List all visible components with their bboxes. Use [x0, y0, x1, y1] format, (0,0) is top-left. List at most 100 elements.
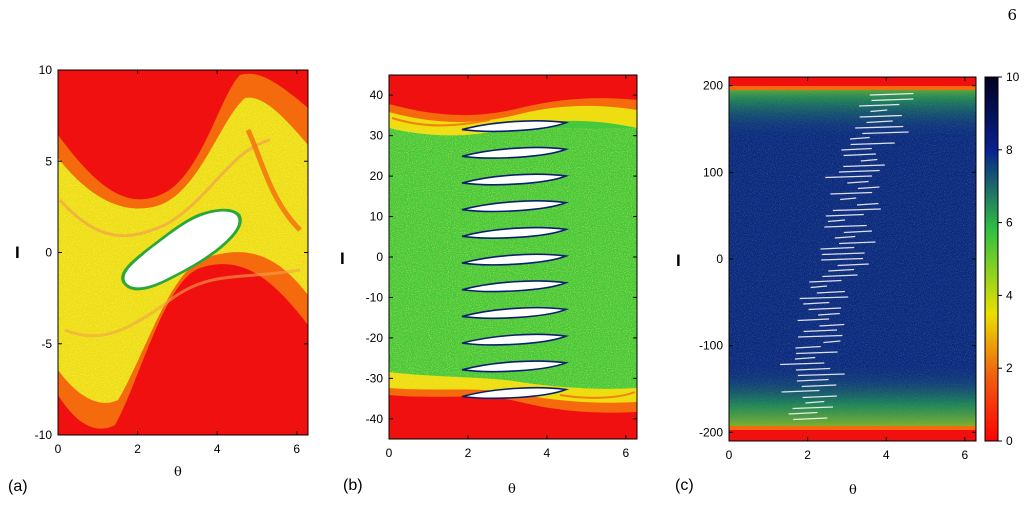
panel-b-ytick-label: -40 — [366, 412, 384, 426]
panel-a-ytick-label: -5 — [41, 337, 52, 351]
panel-c-streak — [816, 290, 845, 294]
panel-c-streak — [818, 312, 840, 316]
panel-b-island — [461, 146, 570, 159]
panel-c-streak — [792, 406, 833, 410]
panel-a-ytick-label: 10 — [39, 63, 53, 77]
panel-b-island — [461, 333, 570, 346]
panel-c-streak — [821, 257, 863, 261]
panel-c: -200 -100 0 100 200 0 2 4 6 I θ (c) 0 2 4 6 8 10 — [675, 70, 1020, 498]
panel-b-heatmap — [389, 75, 637, 439]
panel-c-streak — [834, 235, 856, 239]
panel-b-xtick-label: 2 — [465, 446, 472, 460]
panel-b-island — [461, 386, 570, 400]
panel-c-streak — [828, 268, 855, 272]
page-number: 6 — [1007, 6, 1017, 24]
panel-c-xtick-label: 6 — [962, 448, 969, 462]
panel-c-streak — [837, 263, 869, 267]
panel-c-streak — [856, 202, 879, 206]
panel-c-xtick-label: 2 — [804, 448, 811, 462]
panel-b-xtick-label: 0 — [386, 446, 393, 460]
panel-b-xtick-label: 4 — [544, 446, 551, 460]
panel-c-streak — [793, 417, 828, 421]
panel-c-streak — [859, 114, 902, 118]
panel-a-ytick-label: 0 — [45, 246, 52, 260]
panel-b-island — [461, 253, 570, 266]
panel-c-streak — [823, 340, 841, 344]
panel-c-streak — [805, 400, 825, 404]
colorbar — [984, 76, 999, 442]
panel-a-xtick-label: 6 — [293, 442, 300, 456]
panel-b-island — [461, 280, 570, 293]
panel-c-streak — [857, 186, 880, 190]
panel-c-ylabel: I — [676, 251, 681, 270]
panel-b-xtick-label: 6 — [622, 446, 629, 460]
panel-c-streak — [820, 246, 855, 250]
panel-c-xtick-label: 4 — [883, 448, 890, 462]
panel-c-streak — [797, 334, 843, 338]
panel-b-ytick-label: 30 — [370, 129, 384, 143]
panel-b-xlabel: θ — [508, 482, 516, 497]
panel-b-ytick-label: -30 — [366, 371, 384, 385]
panel-c-streak — [847, 180, 869, 184]
panel-c-white-streaks — [780, 92, 914, 421]
panel-c-streak — [808, 307, 842, 311]
panel-c-streak — [827, 219, 846, 223]
panel-c-streak — [843, 153, 876, 157]
panel-c-streak — [796, 351, 838, 355]
panel-c-streak — [797, 318, 830, 322]
panel-a-xtick-label: 2 — [134, 442, 141, 456]
panel-b-ytick-label: 0 — [376, 250, 383, 264]
panel-c-xlabel: θ — [849, 483, 857, 498]
panel-c-streak — [803, 301, 830, 305]
panel-c-streak — [822, 274, 858, 278]
panel-c-streak — [824, 224, 867, 228]
panel-b-ylabel: I — [340, 249, 345, 268]
panel-c-streak — [799, 296, 849, 300]
panel-a-label: (a) — [8, 478, 28, 495]
panel-c-streak — [801, 384, 837, 388]
panel-c-heatmap — [729, 77, 976, 441]
panel-a: -10 -5 0 5 10 0 2 4 6 I θ (a) — [8, 63, 309, 495]
panel-c-streak — [794, 356, 816, 360]
panel-c-streak — [795, 367, 831, 371]
panel-c-streak — [841, 147, 872, 151]
colorbar-tick-label: 6 — [1006, 216, 1013, 230]
panel-b-island — [461, 200, 570, 213]
panel-c-xtick-label: 0 — [726, 448, 733, 462]
panel-c-streak — [855, 125, 904, 129]
panel-a-xtick-label: 0 — [55, 442, 62, 456]
colorbar-tick-label: 8 — [1006, 143, 1013, 157]
panel-b-island — [461, 306, 570, 319]
panel-c-streak — [830, 191, 873, 195]
panel-c-ytick-label: -200 — [699, 425, 723, 439]
panel-c-streak — [839, 241, 876, 245]
colorbar-tick-label: 10 — [1006, 70, 1020, 84]
panel-c-streak — [838, 169, 880, 173]
panel-c-streak — [802, 395, 837, 399]
panel-c-streak — [843, 164, 885, 168]
panel-c-streak — [832, 208, 881, 212]
panel-b: -40 -30 -20 -10 0 10 20 30 40 0 2 4 6 I θ (b) — [340, 74, 638, 497]
panel-c-streak — [862, 131, 909, 135]
panel-a-ylabel: I — [15, 243, 20, 262]
panel-b-island — [461, 226, 570, 239]
panel-c-streak — [819, 323, 845, 327]
panel-b-ytick-label: 20 — [370, 169, 384, 183]
panel-c-streak — [781, 389, 820, 393]
panel-c-streak — [796, 378, 829, 382]
panel-b-islands — [461, 120, 570, 400]
panel-c-streak — [840, 197, 857, 201]
panel-c-streak — [866, 120, 893, 124]
panel-c-streak — [825, 213, 864, 217]
panel-a-ytick-label: 5 — [45, 154, 52, 168]
colorbar-tick-label: 0 — [1006, 434, 1013, 448]
panel-c-streak — [859, 103, 900, 107]
panel-c-streak — [797, 373, 845, 377]
panel-c-streak — [795, 345, 821, 349]
panel-b-ytick-label: -10 — [366, 290, 384, 304]
panel-c-streak — [810, 285, 828, 289]
panel-b-ytick-label: 40 — [370, 88, 384, 102]
panel-c-streak — [788, 411, 818, 415]
panel-a-heatmap — [58, 70, 308, 435]
panel-c-label: (c) — [675, 477, 694, 494]
